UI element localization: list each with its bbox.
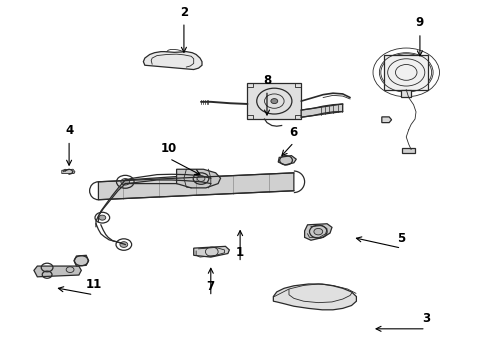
Polygon shape — [305, 224, 332, 240]
Circle shape — [197, 176, 205, 181]
Text: 11: 11 — [85, 278, 101, 291]
Circle shape — [99, 215, 106, 220]
Text: 3: 3 — [422, 312, 430, 325]
Polygon shape — [278, 156, 296, 165]
Polygon shape — [98, 173, 294, 200]
Polygon shape — [74, 255, 89, 266]
Polygon shape — [382, 117, 392, 123]
Circle shape — [121, 179, 130, 185]
Polygon shape — [176, 169, 220, 188]
Text: 2: 2 — [180, 6, 188, 19]
Text: 5: 5 — [397, 231, 406, 244]
Text: 1: 1 — [236, 246, 244, 259]
Text: 9: 9 — [416, 17, 424, 30]
Text: 4: 4 — [65, 124, 73, 137]
Polygon shape — [34, 266, 81, 277]
Circle shape — [314, 228, 323, 235]
Polygon shape — [402, 148, 415, 153]
Text: 10: 10 — [161, 142, 177, 155]
Polygon shape — [384, 55, 428, 90]
Text: 7: 7 — [207, 280, 215, 293]
Polygon shape — [301, 104, 343, 117]
Polygon shape — [401, 90, 411, 97]
Polygon shape — [62, 169, 75, 174]
Text: 6: 6 — [290, 126, 298, 139]
Circle shape — [120, 242, 128, 247]
Polygon shape — [194, 246, 229, 257]
Circle shape — [271, 99, 278, 104]
Polygon shape — [144, 51, 202, 69]
Polygon shape — [273, 284, 356, 310]
Polygon shape — [125, 174, 211, 184]
Text: 8: 8 — [263, 74, 271, 87]
Polygon shape — [247, 83, 301, 119]
